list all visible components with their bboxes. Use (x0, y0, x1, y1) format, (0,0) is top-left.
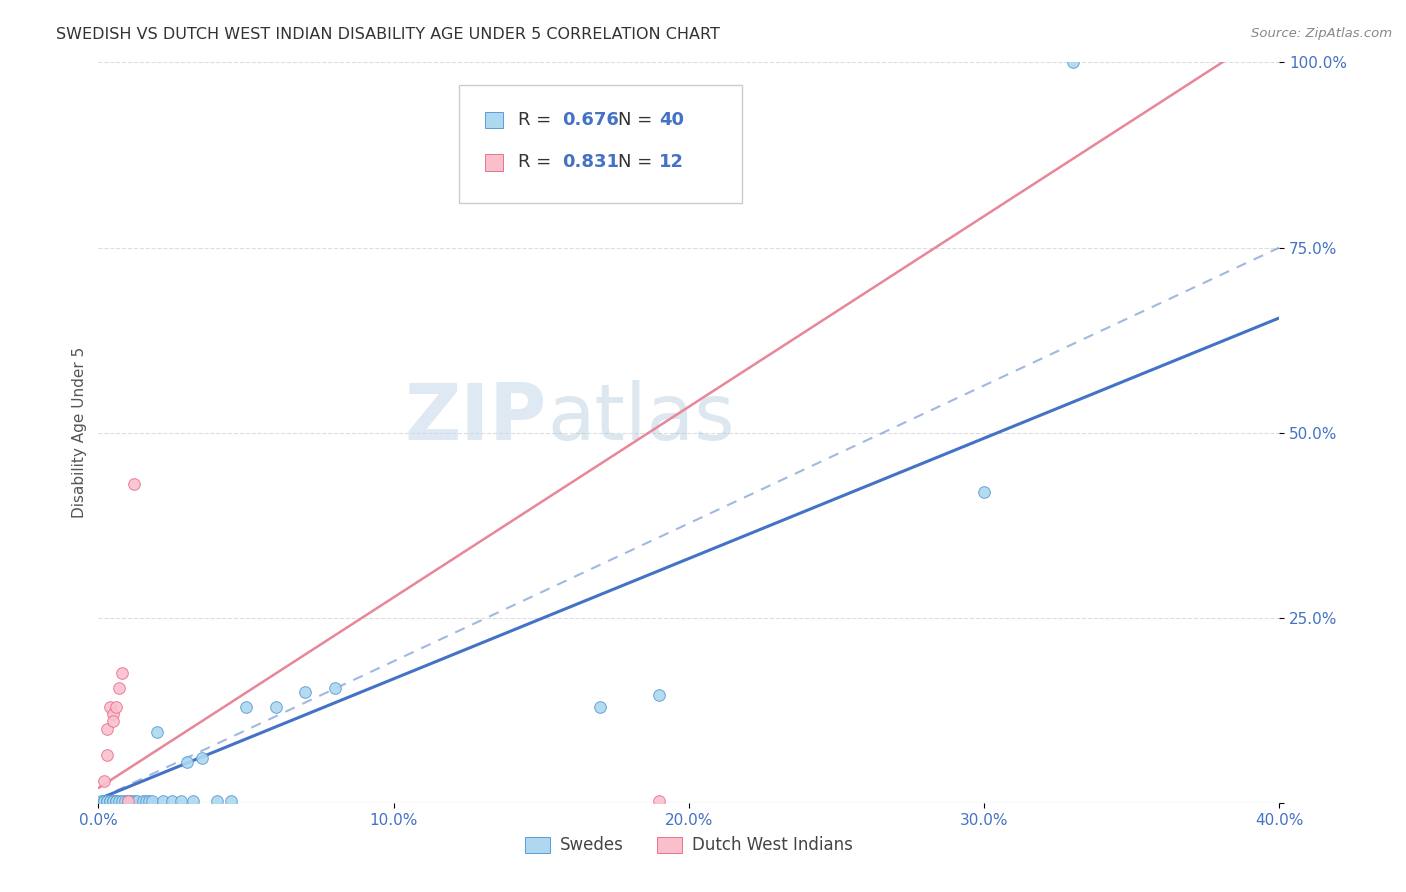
Point (103, 706, 125, 721)
FancyBboxPatch shape (485, 154, 503, 170)
Point (98, 794, 121, 808)
Point (138, 794, 160, 808)
Point (1062, 55, 1084, 70)
Point (117, 794, 139, 808)
Point (323, 681, 346, 695)
Point (98, 699, 121, 714)
Y-axis label: Disability Age Under 5: Disability Age Under 5 (72, 347, 87, 518)
Point (105, 699, 128, 714)
Point (122, 794, 145, 808)
Point (170, 794, 193, 808)
Point (90, 794, 112, 808)
Point (205, 794, 228, 808)
Text: R =: R = (517, 112, 557, 129)
Point (96, 747, 118, 762)
Point (162, 794, 183, 808)
Point (108, 794, 131, 808)
Text: R =: R = (517, 153, 557, 171)
Text: 40: 40 (659, 112, 685, 129)
Point (125, 794, 148, 808)
Point (152, 794, 174, 808)
Point (221, 794, 243, 808)
Point (96, 794, 118, 808)
Point (108, 681, 131, 695)
Text: SWEDISH VS DUTCH WEST INDIAN DISABILITY AGE UNDER 5 CORRELATION CHART: SWEDISH VS DUTCH WEST INDIAN DISABILITY … (56, 27, 720, 42)
Point (96, 794, 118, 808)
Point (235, 699, 257, 714)
Point (132, 794, 155, 808)
Point (589, 699, 612, 714)
FancyBboxPatch shape (485, 112, 503, 128)
Point (105, 794, 128, 808)
FancyBboxPatch shape (458, 85, 742, 203)
Legend: Swedes, Dutch West Indians: Swedes, Dutch West Indians (519, 830, 859, 861)
Text: 0.676: 0.676 (562, 112, 620, 129)
Point (191, 751, 214, 765)
Text: N =: N = (619, 153, 658, 171)
Point (117, 794, 139, 808)
Text: N =: N = (619, 112, 658, 129)
Text: ZIP: ZIP (405, 380, 547, 456)
Text: atlas: atlas (547, 380, 735, 456)
Text: 12: 12 (659, 153, 685, 171)
Point (93, 794, 115, 808)
Point (103, 794, 125, 808)
Point (973, 484, 995, 499)
Point (141, 794, 163, 808)
Point (103, 794, 125, 808)
Point (135, 794, 157, 808)
Point (93, 794, 115, 808)
Text: 0.831: 0.831 (562, 153, 620, 171)
Point (98, 794, 121, 808)
Point (93, 773, 115, 788)
Point (111, 666, 134, 681)
Point (181, 794, 204, 808)
Point (105, 794, 128, 808)
Point (117, 794, 139, 808)
Text: Source: ZipAtlas.com: Source: ZipAtlas.com (1251, 27, 1392, 40)
Point (122, 477, 145, 491)
Point (114, 794, 136, 808)
Point (120, 794, 142, 808)
Point (103, 714, 125, 729)
Point (648, 689, 671, 703)
Point (146, 725, 169, 739)
Point (648, 794, 671, 808)
Point (294, 685, 316, 699)
Point (264, 699, 287, 714)
Point (111, 794, 134, 808)
Point (176, 755, 198, 769)
Point (96, 722, 118, 736)
